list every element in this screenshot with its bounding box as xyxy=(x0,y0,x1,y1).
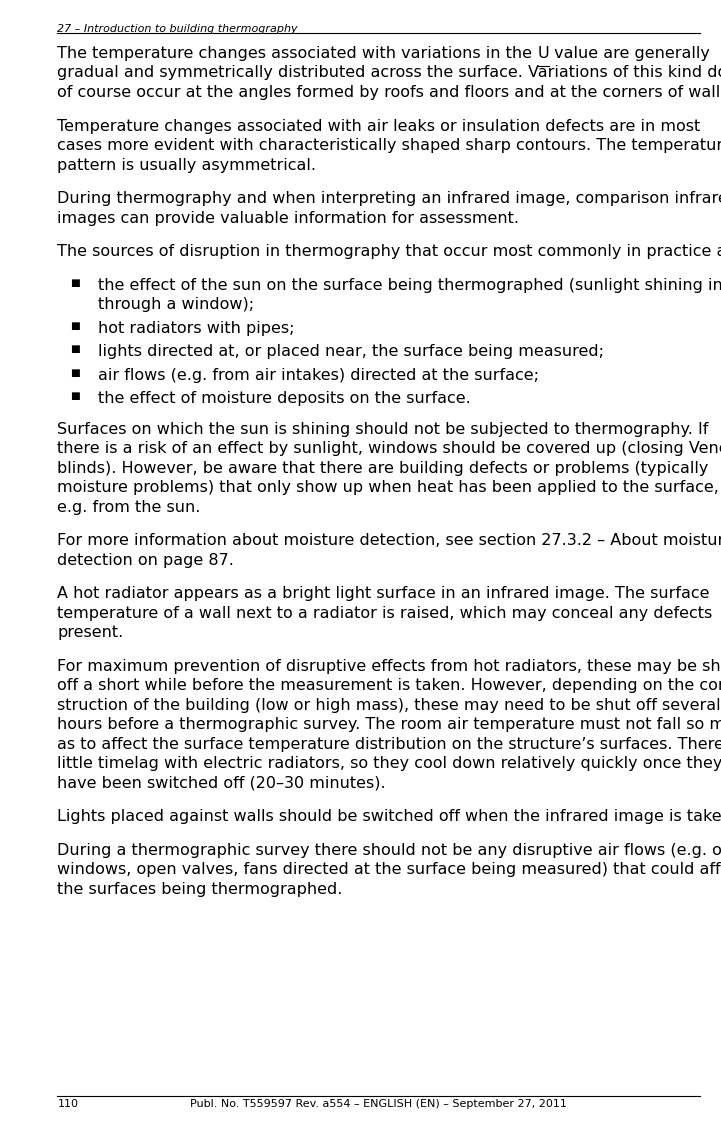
Text: ■: ■ xyxy=(70,344,80,354)
Text: as to affect the surface temperature distribution on the structure’s surfaces. T: as to affect the surface temperature dis… xyxy=(58,737,721,752)
Text: 110: 110 xyxy=(58,1099,79,1109)
Text: gradual and symmetrically distributed across the surface. Variations of this kin: gradual and symmetrically distributed ac… xyxy=(58,65,721,80)
Text: For more information about moisture detection, see section 27.3.2 – About moistu: For more information about moisture dete… xyxy=(58,533,721,548)
Text: blinds). However, be aware that there are building defects or problems (typicall: blinds). However, be aware that there ar… xyxy=(58,461,709,476)
Text: little timelag with electric radiators, so they cool down relatively quickly onc: little timelag with electric radiators, … xyxy=(58,756,721,771)
Text: cases more evident with characteristically shaped sharp contours. The temperatur: cases more evident with characteristical… xyxy=(58,138,721,154)
Text: hours before a thermographic survey. The room air temperature must not fall so m: hours before a thermographic survey. The… xyxy=(58,717,721,732)
Text: the effect of moisture deposits on the surface.: the effect of moisture deposits on the s… xyxy=(98,391,471,406)
Text: ■: ■ xyxy=(70,277,80,288)
Text: lights directed at, or placed near, the surface being measured;: lights directed at, or placed near, the … xyxy=(98,344,604,359)
Text: hot radiators with pipes;: hot radiators with pipes; xyxy=(98,321,294,336)
Text: value are generally: value are generally xyxy=(549,46,710,61)
Text: ■: ■ xyxy=(70,391,80,401)
Text: the effect of the sun on the surface being thermographed (sunlight shining in: the effect of the sun on the surface bei… xyxy=(98,277,721,292)
Text: U: U xyxy=(538,46,549,61)
Text: present.: present. xyxy=(58,625,124,639)
Text: there is a risk of an effect by sunlight, windows should be covered up (closing : there is a risk of an effect by sunlight… xyxy=(58,441,721,456)
Text: air flows (e.g. from air intakes) directed at the surface;: air flows (e.g. from air intakes) direct… xyxy=(98,368,539,383)
Text: Temperature changes associated with air leaks or insulation defects are in most: Temperature changes associated with air … xyxy=(58,118,701,133)
Text: have been switched off (20–30 minutes).: have been switched off (20–30 minutes). xyxy=(58,776,386,791)
Text: moisture problems) that only show up when heat has been applied to the surface,: moisture problems) that only show up whe… xyxy=(58,480,720,495)
Text: For maximum prevention of disruptive effects from hot radiators, these may be sh: For maximum prevention of disruptive eff… xyxy=(58,659,721,674)
Text: 27 – Introduction to building thermography: 27 – Introduction to building thermograp… xyxy=(58,24,298,34)
Text: the surfaces being thermographed.: the surfaces being thermographed. xyxy=(58,881,343,896)
Text: Surfaces on which the sun is shining should not be subjected to thermography. If: Surfaces on which the sun is shining sho… xyxy=(58,422,709,437)
Text: images can provide valuable information for assessment.: images can provide valuable information … xyxy=(58,211,520,226)
Text: off a short while before the measurement is taken. However, depending on the con: off a short while before the measurement… xyxy=(58,678,721,693)
Text: Publ. No. T559597 Rev. a554 – ENGLISH (EN) – September 27, 2011: Publ. No. T559597 Rev. a554 – ENGLISH (E… xyxy=(190,1099,567,1109)
Text: of course occur at the angles formed by roofs and floors and at the corners of w: of course occur at the angles formed by … xyxy=(58,85,721,100)
Text: struction of the building (low or high mass), these may need to be shut off seve: struction of the building (low or high m… xyxy=(58,698,721,713)
Text: ■: ■ xyxy=(70,368,80,377)
Text: windows, open valves, fans directed at the surface being measured) that could af: windows, open valves, fans directed at t… xyxy=(58,862,721,877)
Text: ■: ■ xyxy=(70,321,80,330)
Text: detection on page 87.: detection on page 87. xyxy=(58,552,234,567)
Text: The sources of disruption in thermography that occur most commonly in practice a: The sources of disruption in thermograph… xyxy=(58,244,721,259)
Text: pattern is usually asymmetrical.: pattern is usually asymmetrical. xyxy=(58,157,317,173)
Text: The temperature changes associated with variations in the: The temperature changes associated with … xyxy=(58,46,538,61)
Text: through a window);: through a window); xyxy=(98,297,254,312)
Text: e.g. from the sun.: e.g. from the sun. xyxy=(58,500,201,515)
Text: A hot radiator appears as a bright light surface in an infrared image. The surfa: A hot radiator appears as a bright light… xyxy=(58,586,710,601)
Text: temperature of a wall next to a radiator is raised, which may conceal any defect: temperature of a wall next to a radiator… xyxy=(58,605,713,620)
Text: During thermography and when interpreting an infrared image, comparison infrared: During thermography and when interpretin… xyxy=(58,191,721,206)
Text: Lights placed against walls should be switched off when the infrared image is ta: Lights placed against walls should be sw… xyxy=(58,809,721,824)
Text: During a thermographic survey there should not be any disruptive air flows (e.g.: During a thermographic survey there shou… xyxy=(58,842,721,857)
